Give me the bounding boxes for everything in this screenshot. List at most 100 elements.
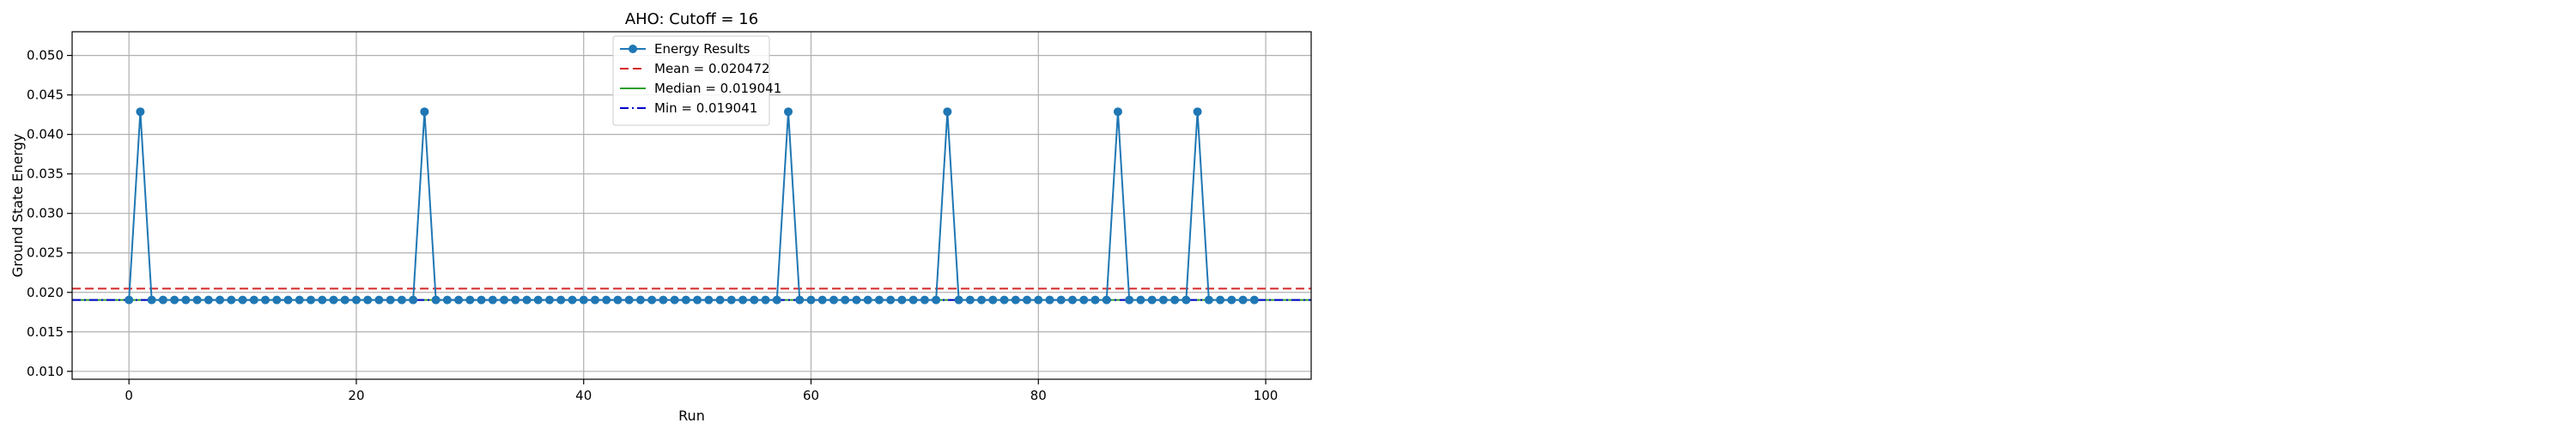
data-point [1067,295,1077,305]
data-point [158,295,167,305]
data-point [977,295,987,305]
data-point [249,295,258,305]
data-point [1216,295,1225,305]
data-point [920,295,929,305]
data-point [795,295,805,305]
data-point [465,295,475,305]
legend-label: Min = 0.019041 [654,100,757,116]
data-point [750,295,759,305]
data-point [374,295,384,305]
data-point [386,295,395,305]
data-point [136,107,145,117]
data-point [454,295,464,305]
data-point [726,295,736,305]
y-tick-label: 0.040 [27,127,64,142]
legend: Energy Results Mean = 0.020472 Median = 0.… [612,35,781,126]
data-point [635,295,645,305]
legend-marker [629,45,637,53]
data-point [817,295,827,305]
data-point [1227,295,1236,305]
data-point [147,295,156,305]
data-point [1147,295,1157,305]
y-tick-label: 0.045 [27,88,64,103]
data-point [238,295,247,305]
data-point [181,295,191,305]
data-point [1193,107,1202,117]
data-point [579,295,588,305]
y-tick-label: 0.025 [27,245,64,261]
plot-content [72,107,1311,305]
data-point [1125,295,1134,305]
data-point [829,295,838,305]
data-point [545,295,555,305]
data-point [738,295,748,305]
data-point [897,295,907,305]
data-point [943,107,952,117]
data-point [272,295,282,305]
data-point [295,295,304,305]
legend-label: Median = 0.019041 [654,81,781,96]
data-point [841,295,850,305]
data-point [886,295,896,305]
y-tick-label: 0.010 [27,364,64,379]
data-point [1102,295,1111,305]
x-tick-label: 20 [348,388,364,403]
data-point [681,295,690,305]
data-point [613,295,623,305]
data-point [908,295,918,305]
data-point [670,295,679,305]
data-point [556,295,566,305]
data-point [522,295,532,305]
data-point [602,295,611,305]
data-point [442,295,452,305]
data-point [1056,295,1066,305]
data-point [590,295,599,305]
data-point [477,295,486,305]
legend-entry: Min = 0.019041 [620,100,757,116]
data-point [261,295,270,305]
data-point [500,295,509,305]
data-point [965,295,975,305]
x-axis-label: Run [678,408,705,424]
x-tick-label: 40 [575,388,592,403]
data-point [1136,295,1145,305]
data-point [954,295,963,305]
data-point [511,295,520,305]
y-tick-label: 0.050 [27,48,64,63]
y-tick-label: 0.015 [27,324,64,340]
data-point [647,295,657,305]
x-tick-label: 0 [125,388,133,403]
y-tick-label: 0.020 [27,285,64,300]
data-point [318,295,327,305]
data-point [409,295,418,305]
data-point [761,295,770,305]
data-point [351,295,361,305]
x-tick-label: 100 [1254,388,1279,403]
data-point [693,295,702,305]
data-point [863,295,872,305]
data-point [999,295,1009,305]
axes-frame [71,31,1312,380]
data-point [1034,295,1043,305]
data-point [431,295,440,305]
data-point [624,295,634,305]
y-tick-label: 0.035 [27,166,64,182]
data-point [307,295,316,305]
data-point [329,295,338,305]
data-point [806,295,816,305]
data-point [363,295,373,305]
series-line [128,112,1255,301]
data-point [1182,295,1191,305]
data-point [420,107,429,117]
y-axis-label: Ground State Energy [9,134,26,277]
data-point [874,295,884,305]
data-point [784,107,793,117]
data-point [1158,295,1168,305]
data-point [932,295,941,305]
data-point [1249,295,1259,305]
y-tick-label: 0.030 [27,206,64,221]
data-point [1045,295,1054,305]
data-point [340,295,349,305]
data-point [659,295,668,305]
